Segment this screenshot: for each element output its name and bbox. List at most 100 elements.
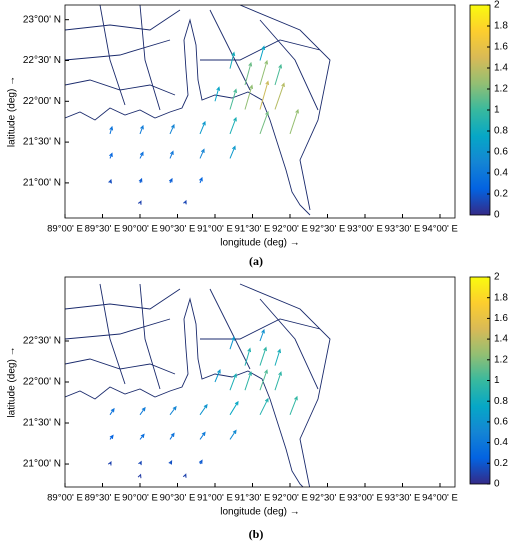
colorbar-tick-label: 2 xyxy=(494,0,500,11)
colorbar-tick-label: 0.8 xyxy=(494,126,508,137)
vector-arrow xyxy=(274,371,282,391)
x-tick-label: 93°30' E xyxy=(385,493,421,504)
vector-arrow xyxy=(139,151,144,159)
vector-arrow xyxy=(199,148,205,159)
vector-arrow xyxy=(274,63,283,86)
x-tick-label: 91°30' E xyxy=(235,224,271,235)
vector-arrow xyxy=(259,45,266,61)
colorbar-tick-label: 1.4 xyxy=(494,63,508,74)
vector-arrow xyxy=(139,433,145,440)
y-axis-label: latitude (deg) → xyxy=(7,346,18,417)
vector-arrow xyxy=(138,460,142,466)
vector-arrow xyxy=(259,346,267,366)
y-tick-label: 21°00' N xyxy=(23,459,61,470)
y-axis-label: latitude (deg) → xyxy=(7,76,18,147)
x-tick-label: 91°00' E xyxy=(197,493,233,504)
vector-arrow xyxy=(183,199,187,205)
vector-arrow xyxy=(199,120,206,135)
vector-arrow xyxy=(199,176,203,184)
x-tick-label: 93°30' E xyxy=(385,224,421,235)
y-tick-label: 23°00' N xyxy=(23,14,61,25)
colorbar-tick-label: 0.8 xyxy=(494,396,508,407)
vector-arrow xyxy=(168,460,173,465)
vector-arrow xyxy=(214,368,221,383)
x-tick-label: 90°30' E xyxy=(160,493,196,504)
x-tick-label: 90°30' E xyxy=(160,224,196,235)
x-tick-label: 94°00' E xyxy=(422,224,458,235)
x-tick-label: 89°30' E xyxy=(85,493,121,504)
vector-arrow xyxy=(137,200,142,205)
plot-frame xyxy=(64,276,456,488)
coastline xyxy=(65,283,331,487)
colorbar-tick-label: 1.4 xyxy=(494,334,508,345)
vector-arrow xyxy=(169,432,175,440)
vector-arrow xyxy=(229,400,239,416)
vector-arrow xyxy=(229,429,237,440)
coastline xyxy=(65,5,331,216)
colorbar-tick-label: 0.2 xyxy=(494,458,508,469)
x-tick-label: 91°30' E xyxy=(235,493,271,504)
y-tick-label: 21°30' N xyxy=(23,137,61,148)
x-tick-label: 92°00' E xyxy=(272,224,308,235)
colorbar-tick-label: 0.4 xyxy=(494,437,508,448)
colorbar-tick-label: 1.8 xyxy=(494,292,508,303)
y-tick-label: 22°00' N xyxy=(23,377,61,388)
vector-arrow xyxy=(259,59,269,86)
vector-arrow xyxy=(108,178,112,184)
vector-arrow xyxy=(259,328,265,342)
vector-arrow xyxy=(229,373,237,391)
vector-arrow xyxy=(182,473,187,478)
colorbar-tick-label: 0 xyxy=(494,479,500,490)
vector-arrow xyxy=(259,80,270,110)
x-tick-label: 92°30' E xyxy=(310,493,346,504)
x-tick-label: 93°00' E xyxy=(347,224,383,235)
vector-arrow xyxy=(244,347,252,366)
vector-arrow xyxy=(229,51,236,69)
vector-arrow xyxy=(169,405,177,416)
x-tick-label: 89°00' E xyxy=(47,224,83,235)
colorbar-tick-label: 0.6 xyxy=(494,417,508,428)
vector-arrow xyxy=(107,461,112,466)
colorbar-tick-label: 1.6 xyxy=(494,313,508,324)
vector-arrow xyxy=(137,473,142,479)
x-tick-label: 94°00' E xyxy=(422,493,458,504)
vector-arrow xyxy=(109,434,114,440)
plot-frame xyxy=(64,4,456,219)
vector-arrow xyxy=(274,82,285,110)
vector-arrow xyxy=(259,369,268,391)
vector-arrow xyxy=(199,431,206,440)
vector-arrow xyxy=(229,145,236,159)
x-axis-label: longitude (deg) → xyxy=(220,507,300,518)
vector-arrow xyxy=(169,150,174,159)
y-tick-label: 21°00' N xyxy=(23,178,61,189)
x-tick-label: 90°00' E xyxy=(122,224,158,235)
vector-arrow xyxy=(229,116,237,135)
vector-arrow xyxy=(259,397,269,416)
x-tick-label: 92°30' E xyxy=(310,224,346,235)
vector-arrow xyxy=(109,152,113,159)
colorbar-tick-label: 1.2 xyxy=(494,84,508,95)
vector-arrow xyxy=(229,336,235,350)
colorbar-tick-label: 1.6 xyxy=(494,42,508,53)
colorbar-tick-label: 0.2 xyxy=(494,189,508,200)
caption: (a) xyxy=(249,254,263,268)
vector-arrow xyxy=(289,108,299,135)
colorbar-tick-label: 1 xyxy=(494,105,500,116)
vector-arrow xyxy=(244,371,252,391)
vector-arrow xyxy=(168,177,173,184)
vector-arrow xyxy=(214,86,221,102)
x-tick-label: 90°00' E xyxy=(122,493,158,504)
x-tick-label: 91°00' E xyxy=(197,224,233,235)
vector-arrow xyxy=(139,124,144,135)
x-tick-label: 92°00' E xyxy=(272,493,308,504)
vector-arrow xyxy=(139,406,146,416)
colorbar-tick-label: 2 xyxy=(494,272,500,283)
colorbar-tick-label: 1 xyxy=(494,375,500,386)
vector-arrow xyxy=(289,395,298,415)
vector-arrow xyxy=(138,177,143,184)
vector-arrow xyxy=(169,123,175,135)
vector-arrow xyxy=(274,348,282,366)
vector-arrow xyxy=(229,88,238,110)
